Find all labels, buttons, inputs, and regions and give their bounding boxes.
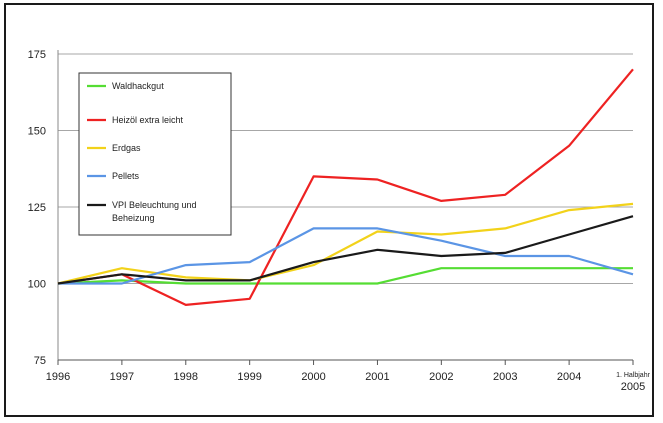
legend-label: Erdgas (112, 143, 141, 153)
legend-label: VPI Beleuchtung und Beheizung (112, 200, 197, 223)
y-tick-label: 100 (28, 279, 46, 291)
x-tick-label: 2003 (493, 371, 517, 383)
y-tick-label: 125 (28, 202, 46, 214)
x-tick-label: 1. Halbjahr 2005 (616, 372, 651, 393)
x-tick-label: 1997 (110, 371, 134, 383)
series-line-1 (57, 68, 634, 306)
legend: Waldhackgut Heizöl extra leicht Erdgas Pell… (78, 72, 232, 236)
legend-label: Pellets (112, 171, 140, 181)
x-tick-label: 2004 (557, 371, 581, 383)
y-tick-label: 150 (28, 126, 46, 138)
legend-box (78, 72, 232, 236)
x-tick-label: 2001 (365, 371, 389, 383)
y-tick-labels: 75 100 125 150 175 (28, 49, 46, 367)
series-line-2 (57, 202, 634, 285)
series-line-0 (57, 267, 633, 285)
series-line-3 (58, 227, 634, 285)
x-tick-labels: 1996 1997 1998 1999 2000 2001 2002 2003 2004 1. H… (46, 371, 651, 393)
y-tick-label: 75 (34, 355, 46, 367)
x-tick-label: 1999 (237, 371, 261, 383)
y-tick-label: 175 (28, 49, 46, 61)
legend-label: Heizöl extra leicht (112, 115, 184, 125)
x-tick-label: 1996 (46, 371, 70, 383)
series-lines (57, 68, 634, 306)
x-tick-label: 2002 (429, 371, 453, 383)
x-tick-label: 2000 (301, 371, 325, 383)
legend-label: Waldhackgut (112, 81, 164, 91)
axes (57, 50, 634, 365)
x-tick-label: 1998 (174, 371, 198, 383)
series-line-4 (57, 215, 634, 285)
